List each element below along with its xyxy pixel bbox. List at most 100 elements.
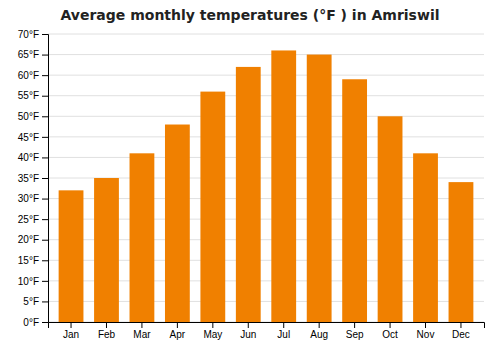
bar <box>200 92 225 322</box>
y-tick-mark <box>42 281 48 282</box>
y-tick-label: 30°F <box>18 193 39 204</box>
y-tick-label: 15°F <box>18 255 39 266</box>
x-tick-label: Jan <box>63 329 79 340</box>
y-tick-mark <box>42 301 48 302</box>
x-tick-label: Nov <box>417 329 435 340</box>
x-tick: Jul <box>277 322 290 340</box>
y-tick-label: 55°F <box>18 90 39 101</box>
y-tick-label: 70°F <box>18 29 39 40</box>
y-tick-mark <box>42 178 48 179</box>
x-tick-label: Feb <box>98 329 116 340</box>
y-tick: 10°F <box>18 276 48 287</box>
grid-line <box>48 54 484 55</box>
x-tick-label: May <box>203 329 222 340</box>
bar <box>59 190 84 322</box>
bar <box>449 182 474 322</box>
y-tick-mark <box>42 157 48 158</box>
x-tick-mark <box>425 322 426 328</box>
y-tick: 15°F <box>18 255 48 266</box>
bar <box>378 116 403 322</box>
y-tick-mark <box>42 219 48 220</box>
y-tick-mark <box>42 116 48 117</box>
x-tick: Dec <box>452 322 470 340</box>
y-tick-label: 65°F <box>18 49 39 60</box>
bar <box>413 153 438 322</box>
x-tick: Apr <box>170 322 186 340</box>
y-tick: 55°F <box>18 90 48 101</box>
y-tick-mark <box>42 96 48 97</box>
x-tick: Feb <box>98 322 116 340</box>
bar <box>342 79 367 322</box>
x-tick: May <box>203 322 222 340</box>
y-tick: 50°F <box>18 111 48 122</box>
y-tick-mark <box>42 137 48 138</box>
x-tick-label: Oct <box>382 329 398 340</box>
x-tick-mark <box>177 322 178 328</box>
grid-line <box>48 95 484 96</box>
grid-line <box>48 34 484 35</box>
x-tick-mark <box>319 322 320 328</box>
y-tick: 5°F <box>23 296 48 307</box>
x-tick-mark <box>354 322 355 328</box>
y-tick: 35°F <box>18 173 48 184</box>
axis-line <box>49 323 485 329</box>
grid-line <box>48 116 484 117</box>
bar <box>130 153 155 322</box>
y-tick-label: 5°F <box>23 296 39 307</box>
chart: Jan Feb Mar Apr May Jun Jul Aug Sep Oct Nov Dec 0°F 5… <box>0 0 500 350</box>
title: Average monthly temperatures (°F ) in Am… <box>61 7 440 23</box>
bar <box>271 50 296 322</box>
x-tick: Sep <box>346 322 364 340</box>
y-tick-mark <box>42 75 48 76</box>
x-tick: Oct <box>382 322 398 340</box>
grid <box>48 34 484 322</box>
x-tick-mark <box>71 322 72 328</box>
bars <box>59 50 474 322</box>
y-tick-label: 60°F <box>18 70 39 81</box>
y-tick-mark <box>42 55 48 56</box>
y-tick-label: 45°F <box>18 132 39 143</box>
x-tick-label: Sep <box>346 329 364 340</box>
x-tick-mark <box>283 322 284 328</box>
y-tick: 40°F <box>18 152 48 163</box>
y-tick-mark <box>42 34 48 35</box>
x-tick-mark <box>106 322 107 328</box>
x-tick: Aug <box>310 322 328 340</box>
x-tick-label: Apr <box>170 329 186 340</box>
y-tick: 0°F <box>23 317 48 328</box>
x-tick: Jan <box>63 322 79 340</box>
x-tick-label: Aug <box>310 329 328 340</box>
x-tick-label: Jul <box>277 329 290 340</box>
y-tick-label: 50°F <box>18 111 39 122</box>
x-tick-label: Dec <box>452 329 470 340</box>
x-tick-mark <box>212 322 213 328</box>
y-tick-label: 35°F <box>18 173 39 184</box>
y-tick: 65°F <box>18 49 48 60</box>
x-tick-label: Jun <box>240 329 256 340</box>
y-tick-mark <box>42 322 48 323</box>
x-axis: Jan Feb Mar Apr May Jun Jul Aug Sep Oct Nov Dec <box>49 322 485 340</box>
y-tick: 45°F <box>18 132 48 143</box>
x-tick: Jun <box>240 322 256 340</box>
bar <box>236 67 261 322</box>
grid-line <box>48 75 484 76</box>
bar <box>307 55 332 322</box>
y-tick-label: 20°F <box>18 234 39 245</box>
grid-line <box>48 136 484 137</box>
y-tick-mark <box>42 199 48 200</box>
plot: Jan Feb Mar Apr May Jun Jul Aug Sep Oct Nov Dec 0°F 5… <box>18 29 485 340</box>
y-tick: 25°F <box>18 214 48 225</box>
y-tick-mark <box>42 240 48 241</box>
bar <box>94 178 119 322</box>
x-tick-mark <box>141 322 142 328</box>
y-tick-label: 40°F <box>18 152 39 163</box>
x-tick: Nov <box>417 322 435 340</box>
x-tick-label: Mar <box>133 329 151 340</box>
x-tick-mark <box>460 322 461 328</box>
y-tick-label: 10°F <box>18 276 39 287</box>
axis-line <box>42 35 49 323</box>
y-tick: 70°F <box>18 29 48 40</box>
y-tick: 30°F <box>18 193 48 204</box>
x-tick-mark <box>248 322 249 328</box>
y-tick-mark <box>42 260 48 261</box>
